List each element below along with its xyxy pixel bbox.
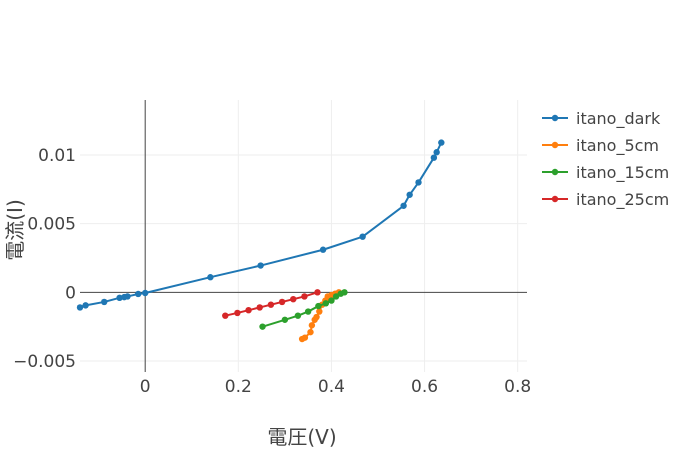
data-point[interactable] [135,290,142,298]
x-tick-label: 0 [140,377,151,397]
y-axis-title: 電流(I) [3,199,27,261]
data-point[interactable] [332,293,340,300]
y-tick-label: −0.005 [13,352,76,372]
data-point[interactable] [141,289,149,297]
legend-label: itano_5cm [576,136,659,156]
y-tick-label: 0 [65,283,76,303]
data-point[interactable] [400,202,407,209]
tick-labels: 0 0.2 0.4 0.6 0.8 −0.005 0 0.005 0.01 [13,146,531,397]
data-point[interactable] [359,233,366,240]
series-line [79,142,443,309]
x-tick-label: 0.6 [411,377,438,397]
legend-marker [551,168,559,176]
legend-marker [551,141,559,149]
data-point[interactable] [257,262,264,269]
data-point[interactable] [406,191,413,198]
series-itano_dark [76,139,445,311]
data-point[interactable] [281,316,289,323]
legend-marker [551,195,559,203]
series-itano_25cm [222,289,321,319]
data-point[interactable] [222,312,229,319]
x-tick-label: 0.2 [225,377,252,397]
y-tick-label: 0.01 [38,146,76,166]
legend-item-itano_5cm[interactable]: itano_5cm [542,136,659,156]
data-point[interactable] [438,139,445,146]
data-point[interactable] [313,313,320,321]
plot-area [76,139,445,343]
legend-marker [551,114,559,122]
data-point[interactable] [433,149,440,156]
data-point[interactable] [294,312,302,319]
x-axis-title: 電圧(V) [267,425,336,449]
data-point[interactable] [304,308,312,315]
data-point[interactable] [278,298,286,306]
data-point[interactable] [256,304,263,311]
data-point[interactable] [328,297,335,304]
data-point[interactable] [207,274,214,281]
legend-item-itano_dark[interactable]: itano_dark [542,109,661,129]
data-point[interactable] [316,308,323,315]
data-point[interactable] [76,304,84,311]
data-point[interactable] [314,289,321,296]
data-point[interactable] [259,323,266,330]
series-itano_5cm [298,289,343,343]
data-point[interactable] [101,298,108,306]
data-point[interactable] [430,154,438,161]
data-point[interactable] [245,306,252,314]
legend-label: itano_25cm [576,190,669,210]
data-point[interactable] [341,289,348,296]
data-point[interactable] [322,300,330,307]
data-point[interactable] [267,301,275,308]
data-point[interactable] [307,328,314,336]
data-point[interactable] [315,302,322,310]
data-point[interactable] [234,309,241,317]
data-point[interactable] [301,293,308,300]
data-point[interactable] [415,179,422,186]
data-point[interactable] [124,293,131,300]
x-tick-label: 0.4 [318,377,345,397]
legend[interactable]: itano_dark itano_5cm itano_15cm itano_25cm [542,109,669,210]
data-point[interactable] [290,295,297,303]
legend-item-itano_15cm[interactable]: itano_15cm [542,163,669,183]
legend-item-itano_25cm[interactable]: itano_25cm [542,190,669,210]
data-point[interactable] [308,322,316,329]
data-point[interactable] [301,334,309,341]
data-point[interactable] [82,302,89,309]
zero-axes [80,100,527,372]
legend-label: itano_15cm [576,163,669,183]
y-tick-label: 0.005 [27,215,76,235]
series-itano_15cm [259,289,348,330]
legend-label: itano_dark [576,109,661,129]
grid-lines [80,100,527,372]
x-tick-label: 0.8 [504,377,531,397]
data-point[interactable] [319,246,327,253]
